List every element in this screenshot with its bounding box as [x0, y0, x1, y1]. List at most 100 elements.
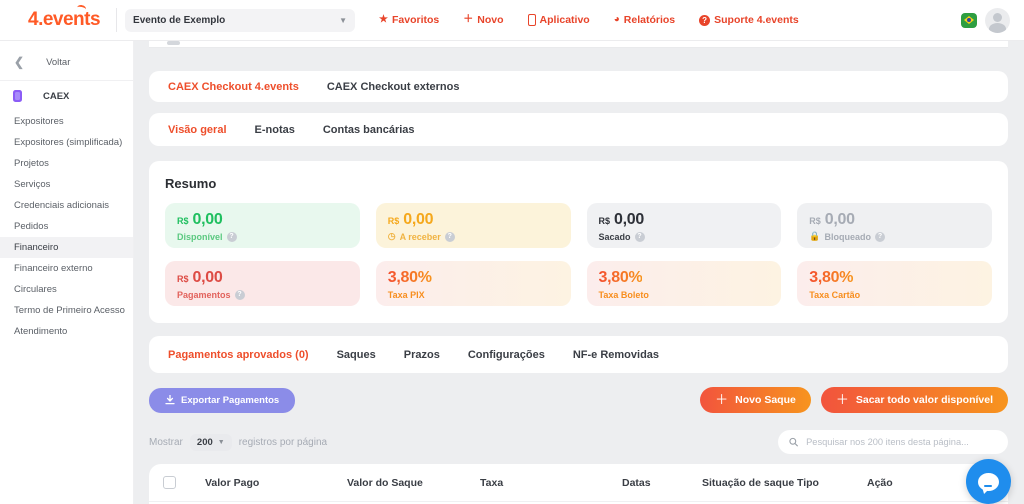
- header-right: [961, 7, 1010, 33]
- per-page-select[interactable]: 200 ▼: [189, 433, 232, 451]
- logo[interactable]: 4.events: [28, 4, 101, 31]
- actions-toolbar: Exportar Pagamentos ＋ Novo Saque ＋ Sacar…: [149, 387, 1008, 413]
- stat-label: Disponível: [177, 231, 223, 242]
- column-header-tipo: Tipo: [797, 476, 819, 489]
- help-icon[interactable]: ?: [634, 231, 645, 242]
- nav-favoritos-label: Favoritos: [392, 14, 440, 26]
- stat-card-taxa-pix: 3,80% Taxa PIX: [375, 261, 571, 306]
- user-avatar[interactable]: [985, 7, 1010, 33]
- nav-suporte-label: Suporte 4.events: [714, 14, 799, 26]
- per-page-control: Mostrar 200 ▼ registros por página: [149, 433, 328, 451]
- sidebar-item-financeiro[interactable]: Financeiro: [0, 237, 133, 258]
- pagination-row: Mostrar 200 ▼ registros por página: [149, 430, 1008, 454]
- stat-card-a-receber: R$ 0,00 ◷ A receber ?: [375, 203, 571, 248]
- star-icon: ★: [379, 14, 389, 25]
- new-withdraw-label: Novo Saque: [735, 394, 796, 406]
- stat-card-taxa-cartao: 3,80% Taxa Cartão: [797, 261, 992, 306]
- per-page-value: 200: [196, 436, 213, 448]
- export-payments-button[interactable]: Exportar Pagamentos: [149, 387, 296, 413]
- sidebar-item-termo-primeiro-acesso[interactable]: Termo de Primeiro Acesso: [14, 304, 125, 316]
- withdraw-buttons: ＋ Novo Saque ＋ Sacar todo valor disponív…: [700, 387, 1008, 413]
- search-input[interactable]: [804, 436, 997, 448]
- back-label: Voltar: [46, 56, 71, 68]
- show-label: Mostrar: [149, 436, 183, 448]
- column-header-valor-do-saque: Valor do Saque: [347, 476, 423, 489]
- header-nav: ★ Favoritos ＋ Novo Aplicativo ◕ Relatóri…: [379, 14, 799, 26]
- plus-icon: ＋: [835, 391, 849, 407]
- nav-aplicativo[interactable]: Aplicativo: [527, 14, 590, 26]
- currency-prefix: R$: [177, 215, 189, 226]
- sidebar-item-financeiro-externo[interactable]: Financeiro externo: [14, 262, 93, 274]
- sidebar-item-atendimento[interactable]: Atendimento: [14, 325, 68, 337]
- sidebar-divider: [0, 80, 133, 81]
- tab-prazos[interactable]: Prazos: [403, 348, 440, 361]
- payments-table: Valor Pago Valor do Saque Taxa Datas Sit…: [149, 464, 1008, 504]
- question-circle-icon: ?: [699, 14, 711, 26]
- select-all-checkbox[interactable]: [163, 476, 176, 489]
- chevron-left-icon: ❮: [14, 55, 25, 69]
- resumo-title: Resumo: [165, 176, 217, 191]
- tab-configuracoes[interactable]: Configurações: [467, 348, 545, 361]
- stat-card-taxa-boleto: 3,80% Taxa Boleto: [586, 261, 782, 306]
- sidebar-item-circulares[interactable]: Circulares: [14, 283, 57, 295]
- sidebar-item-expositores-simplificada[interactable]: Expositores (simplificada): [14, 136, 123, 148]
- brazil-flag-icon[interactable]: [961, 12, 977, 28]
- column-header-acao: Ação: [867, 476, 893, 489]
- new-withdraw-button[interactable]: ＋ Novo Saque: [700, 387, 811, 413]
- sidebar-section-caex[interactable]: CAEX: [0, 81, 133, 111]
- withdraw-all-button[interactable]: ＋ Sacar todo valor disponível: [820, 387, 1008, 413]
- currency-prefix: R$: [809, 215, 821, 226]
- help-icon[interactable]: ?: [226, 231, 237, 242]
- stat-value: 3,80%: [809, 268, 854, 286]
- avatar-head: [993, 12, 1002, 22]
- stat-label: Taxa Cartão: [809, 289, 861, 300]
- chevron-down-icon: ▼: [339, 15, 348, 25]
- header-divider: [116, 8, 118, 32]
- lock-icon: 🔒: [809, 231, 821, 241]
- tab-nfe-removidas[interactable]: NF-e Removidas: [572, 348, 660, 361]
- currency-prefix: R$: [177, 273, 189, 284]
- sidebar-item-expositores[interactable]: Expositores: [14, 115, 64, 127]
- stat-value: 3,80%: [598, 268, 643, 286]
- nav-relatorios-label: Relatórios: [623, 14, 676, 26]
- flag-orb: [967, 18, 971, 22]
- sidebar-back-button[interactable]: ❮ Voltar: [0, 40, 133, 80]
- tab-contas-bancarias[interactable]: Contas bancárias: [322, 123, 415, 136]
- tab-visao-geral[interactable]: Visão geral: [168, 123, 227, 136]
- tab-caex-checkout-4events[interactable]: CAEX Checkout 4.events: [168, 80, 299, 93]
- sidebar-item-pedidos[interactable]: Pedidos: [14, 220, 49, 232]
- search-icon: [789, 437, 798, 447]
- per-page-suffix: registros por página: [238, 436, 328, 448]
- stat-card-sacado: R$ 0,00 Sacado ?: [586, 203, 782, 248]
- help-icon[interactable]: ?: [444, 231, 455, 242]
- nav-relatorios[interactable]: ◕ Relatórios: [614, 14, 675, 26]
- stat-label: Pagamentos: [177, 289, 231, 300]
- event-selector-dropdown[interactable]: Evento de Exemplo ▼: [125, 8, 356, 32]
- nav-suporte[interactable]: ? Suporte 4.events: [699, 14, 799, 26]
- sidebar-item-credenciais-adicionais[interactable]: Credenciais adicionais: [14, 199, 110, 211]
- logo-text: 4.events: [28, 9, 101, 30]
- pie-chart-icon: ◕: [613, 14, 620, 25]
- sidebar-item-projetos[interactable]: Projetos: [14, 157, 49, 169]
- resumo-card: Resumo R$ 0,00 Disponível ? R$ 0,00 ◷: [149, 161, 1008, 323]
- stat-value: 0,00: [192, 268, 223, 286]
- main-content: CAEX Checkout 4.events CAEX Checkout ext…: [133, 40, 1024, 504]
- chat-messenger-button[interactable]: [966, 459, 1011, 504]
- tab-pagamentos-aprovados[interactable]: Pagamentos aprovados (0): [168, 348, 309, 361]
- tab-e-notas[interactable]: E-notas: [254, 123, 295, 136]
- nav-novo-label: Novo: [477, 14, 504, 26]
- stat-value: 0,00: [824, 210, 855, 228]
- table-search-box: [778, 430, 1008, 454]
- left-sidebar: ❮ Voltar CAEX Expositores Expositores (s…: [0, 40, 134, 504]
- sidebar-item-servicos[interactable]: Serviços: [14, 178, 51, 190]
- nav-novo[interactable]: ＋ Novo: [463, 14, 503, 26]
- nav-favoritos[interactable]: ★ Favoritos: [379, 14, 439, 26]
- event-selector-value: Evento de Exemplo: [133, 14, 226, 26]
- table-header-row: Valor Pago Valor do Saque Taxa Datas Sit…: [149, 464, 1008, 502]
- nav-aplicativo-label: Aplicativo: [539, 14, 590, 26]
- help-icon[interactable]: ?: [874, 231, 885, 242]
- stat-value: 0,00: [192, 210, 223, 228]
- tab-caex-checkout-externos[interactable]: CAEX Checkout externos: [326, 80, 460, 93]
- tab-saques[interactable]: Saques: [336, 348, 376, 361]
- help-icon[interactable]: ?: [234, 289, 245, 300]
